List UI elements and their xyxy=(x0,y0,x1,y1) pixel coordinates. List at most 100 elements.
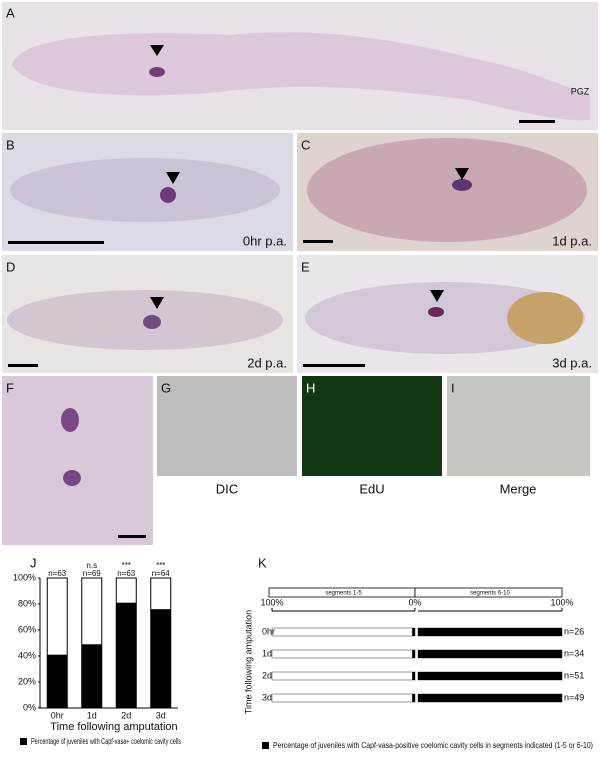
bar xyxy=(150,609,171,708)
n-label: n=63 xyxy=(117,569,136,578)
scale-bar xyxy=(303,364,365,367)
panel-h-image xyxy=(302,376,442,476)
panel-label: C xyxy=(301,137,310,152)
micrographs xyxy=(2,2,598,545)
y-tick-label: 0hr xyxy=(262,626,275,636)
bar xyxy=(418,694,562,702)
segment-header-label: segments 1-5 xyxy=(325,591,362,597)
stain xyxy=(428,307,444,317)
bar-frame xyxy=(271,671,416,681)
x-tick-label: 3d xyxy=(156,710,166,720)
stain xyxy=(63,470,81,486)
panel-label: K xyxy=(258,555,267,570)
arrowhead xyxy=(150,297,164,309)
x-tick-label: 100% xyxy=(260,597,283,607)
panel-caption: DIC xyxy=(216,481,238,496)
worm xyxy=(10,158,280,222)
legend-swatch xyxy=(262,742,269,749)
panel-label: J xyxy=(30,555,37,570)
y-tick-label: 80% xyxy=(18,598,36,608)
panel-label: E xyxy=(301,259,310,274)
panel-caption: Merge xyxy=(500,481,537,496)
panel-label: I xyxy=(451,380,455,395)
arrowhead xyxy=(150,45,164,56)
stain xyxy=(452,179,472,191)
y-tick-label: 60% xyxy=(18,624,36,634)
y-tick-label: 2d xyxy=(262,670,272,680)
panel-caption: 1d p.a. xyxy=(552,233,592,248)
scale-bar xyxy=(8,364,38,367)
y-tick-label: 1d xyxy=(262,648,272,658)
panel-label: H xyxy=(306,380,315,395)
scale-bar xyxy=(118,535,146,538)
n-label: n=63 xyxy=(48,569,67,578)
panel-label: F xyxy=(6,380,14,395)
bar xyxy=(47,654,68,708)
gut xyxy=(507,292,583,344)
segment-header xyxy=(414,587,563,598)
bar xyxy=(116,602,137,708)
x-axis-title: Time following amputation xyxy=(50,721,177,733)
worm xyxy=(305,282,585,354)
x-tick-label: 0% xyxy=(408,597,421,607)
n-label: n=34 xyxy=(564,648,584,658)
y-tick-label: 0% xyxy=(23,702,36,712)
y-tick-label: 100% xyxy=(13,572,36,582)
panel-caption: 2d p.a. xyxy=(247,355,287,370)
x-tick-label: 1d xyxy=(87,710,97,720)
x-tick-label: 0hr xyxy=(51,710,64,720)
y-tick-label: 3d xyxy=(262,692,272,702)
panel-caption: 0hr p.a. xyxy=(243,233,287,248)
bar xyxy=(81,644,102,708)
panel-label: A xyxy=(6,5,15,20)
x-tick-label: 2d xyxy=(121,710,131,720)
bar xyxy=(418,628,562,636)
bar xyxy=(412,694,415,702)
bar xyxy=(418,672,562,680)
y-tick-label: 20% xyxy=(18,676,36,686)
scale-bar xyxy=(303,240,333,243)
stain xyxy=(149,67,165,77)
stain xyxy=(143,315,161,329)
x-tick-label: 100% xyxy=(550,597,573,607)
panel-label: G xyxy=(161,380,171,395)
worm xyxy=(307,138,587,242)
bar xyxy=(412,672,415,680)
stain xyxy=(61,408,79,432)
n-label: n=26 xyxy=(564,626,584,636)
legend-swatch xyxy=(20,738,27,745)
panel-i-image xyxy=(447,376,590,476)
arrowhead xyxy=(166,172,180,184)
significance: *** xyxy=(156,561,165,570)
n-label: n=49 xyxy=(564,692,584,702)
y-axis-title: Time following amputation xyxy=(243,610,253,714)
bar-frame xyxy=(271,693,416,703)
panel-g-image xyxy=(157,376,297,476)
legend-label: Percentage of juveniles with Capf-vasa-p… xyxy=(273,741,593,750)
bar xyxy=(412,650,415,658)
panel-f-image xyxy=(2,376,153,545)
legend-label: Percentage of juveniles with Capf-vasa+ … xyxy=(31,737,181,746)
segment-header-label: segments 6-10 xyxy=(470,591,510,597)
panel-label: B xyxy=(6,137,15,152)
stain xyxy=(160,187,176,203)
n-label: n=64 xyxy=(152,569,171,578)
bar xyxy=(418,650,562,658)
bar-frame xyxy=(271,649,416,659)
scale-bar xyxy=(519,120,555,123)
n-label: n=69 xyxy=(83,569,102,578)
bar-frame xyxy=(271,627,416,637)
scale-bar xyxy=(8,241,104,244)
annotation: PGZ xyxy=(571,86,590,96)
bar xyxy=(412,628,415,636)
panel-label: D xyxy=(6,259,15,274)
n-label: n=51 xyxy=(564,670,584,680)
panel-caption: EdU xyxy=(359,481,384,496)
arrowhead xyxy=(430,290,444,302)
arrowhead xyxy=(455,168,469,180)
y-tick-label: 40% xyxy=(18,650,36,660)
panel-caption: 3d p.a. xyxy=(552,355,592,370)
significance: n.s xyxy=(86,561,97,570)
significance: *** xyxy=(122,561,131,570)
